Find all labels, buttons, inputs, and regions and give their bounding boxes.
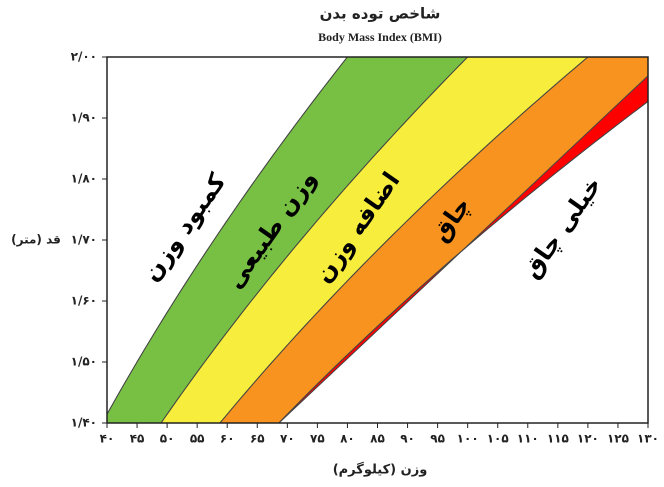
y-tick-label: ۱/۸۰ [71, 172, 97, 186]
chart-title: شاخص توده بدن [320, 5, 441, 23]
x-tick-label: ۷۵ [310, 432, 325, 446]
y-tick-label: ۱/۹۰ [71, 111, 97, 125]
y-tick-label: ۱/۵۰ [71, 355, 97, 369]
y-tick-label: ۱/۶۰ [71, 294, 97, 308]
x-tick-label: ۱۲۵ [607, 432, 629, 446]
x-tick-label: ۱۰۰ [457, 432, 479, 446]
y-tick-label: ۱/۴۰ [71, 416, 97, 430]
x-tick-label: ۵۵ [190, 432, 205, 446]
x-tick-label: ۱۱۰ [517, 432, 539, 446]
x-tick-label: ۸۰ [340, 432, 355, 446]
x-tick-label: ۷۰ [280, 432, 295, 446]
x-tick-label: ۶۰ [220, 432, 235, 446]
y-tick-label: ۱/۷۰ [71, 233, 97, 247]
x-tick-label: ۱۰۵ [487, 432, 509, 446]
x-tick-label: ۶۵ [250, 432, 265, 446]
x-tick-label: ۴۰ [100, 432, 115, 446]
x-tick-label: ۸۵ [370, 432, 385, 446]
plot-area [107, 57, 648, 423]
x-tick-label: ۱۱۵ [547, 432, 569, 446]
x-tick-label: ۴۵ [130, 432, 145, 446]
bmi-zone [278, 75, 648, 423]
chart-subtitle: Body Mass Index (BMI) [318, 30, 442, 44]
y-tick-label: ۲/۰۰ [71, 50, 97, 64]
x-tick-label: ۱۳۰ [637, 432, 659, 446]
x-axis-label: وزن (کیلوگرم) [333, 462, 428, 478]
x-tick-label: ۱۲۰ [577, 432, 599, 446]
x-tick-label: ۹۵ [430, 432, 445, 446]
y-axis-label: قد (متر) [11, 233, 61, 247]
x-tick-label: ۵۰ [160, 432, 175, 446]
x-tick-label: ۹۰ [400, 432, 415, 446]
